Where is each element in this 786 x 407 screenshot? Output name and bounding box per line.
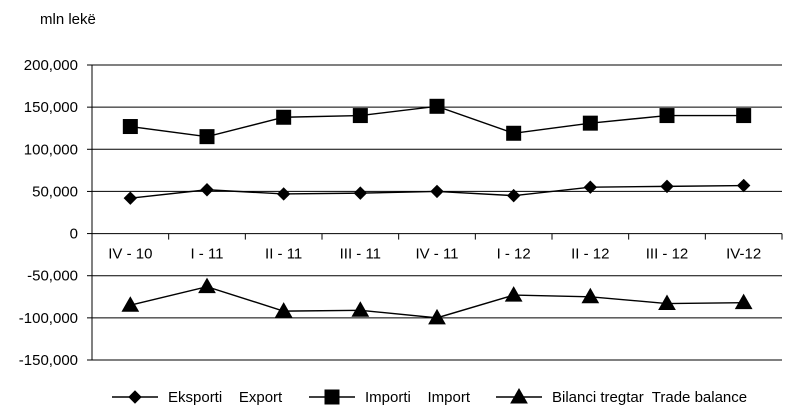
x-tick-label: IV - 11	[415, 246, 458, 263]
x-tick-label: II - 12	[571, 246, 609, 263]
data-point-triangle	[274, 302, 293, 318]
y-tick-label: 100,000	[24, 141, 78, 158]
x-tick-label: I - 12	[497, 246, 531, 263]
data-point-square	[506, 125, 522, 141]
y-tick-label: -50,000	[27, 268, 78, 285]
x-tick-label: IV-12	[726, 246, 761, 263]
data-point-triangle	[504, 286, 523, 302]
data-point-triangle	[351, 301, 370, 317]
y-tick-label: 150,000	[24, 99, 78, 116]
x-axis-ticks: IV - 10 I - 11 II - 11 III - 11 IV - 11 I - 1…	[91, 233, 783, 263]
data-point-triangle	[658, 294, 676, 311]
data-point-diamond	[430, 184, 444, 199]
data-point-square	[199, 129, 215, 145]
data-point-diamond	[353, 186, 368, 200]
series-markers	[121, 98, 753, 325]
data-point-square	[582, 115, 598, 131]
legend-marker-square	[324, 389, 340, 405]
data-point-diamond	[660, 179, 674, 194]
data-point-triangle	[121, 296, 140, 312]
x-tick-label: II - 11	[265, 246, 302, 263]
legend-marker-diamond	[128, 390, 142, 404]
data-point-square	[736, 108, 752, 124]
y-axis-ticks: 200,000 150,000 100,000 50,000 0 -50,000 -100,…	[19, 57, 92, 369]
y-tick-label: 0	[70, 226, 78, 243]
legend-label: Bilanci tregtar Trade balance	[552, 389, 747, 406]
unit-label: mln lekë	[40, 11, 96, 28]
x-tick-label: I - 11	[190, 246, 223, 263]
x-tick-label: IV - 10	[108, 246, 152, 263]
data-point-square	[659, 108, 675, 124]
data-point-diamond	[123, 191, 138, 205]
data-point-diamond	[276, 187, 291, 201]
y-tick-label: -150,000	[19, 352, 78, 369]
x-tick-label: III - 12	[646, 246, 689, 263]
y-tick-label: 50,000	[32, 183, 78, 200]
data-point-diamond	[736, 178, 751, 193]
y-tick-label: 200,000	[24, 57, 78, 74]
data-point-square	[352, 108, 368, 124]
data-point-square	[122, 119, 138, 135]
y-tick-label: -100,000	[19, 310, 78, 327]
legend-marker-triangle	[510, 387, 528, 404]
x-tick-label: III - 11	[340, 246, 381, 263]
data-point-triangle	[581, 287, 600, 304]
legend-label: Importi Import	[365, 389, 471, 406]
data-point-square	[276, 109, 292, 125]
data-point-triangle	[734, 293, 753, 310]
series-lines	[130, 105, 744, 319]
data-point-square	[429, 98, 445, 114]
data-point-triangle	[198, 277, 216, 294]
data-point-diamond	[583, 180, 598, 194]
legend-label: Eksporti Export	[168, 389, 283, 406]
legend: Eksporti Export Importi Import Bilanci tre…	[112, 387, 747, 406]
data-point-diamond	[200, 183, 214, 197]
data-point-diamond	[506, 188, 521, 203]
data-point-triangle	[428, 308, 446, 325]
